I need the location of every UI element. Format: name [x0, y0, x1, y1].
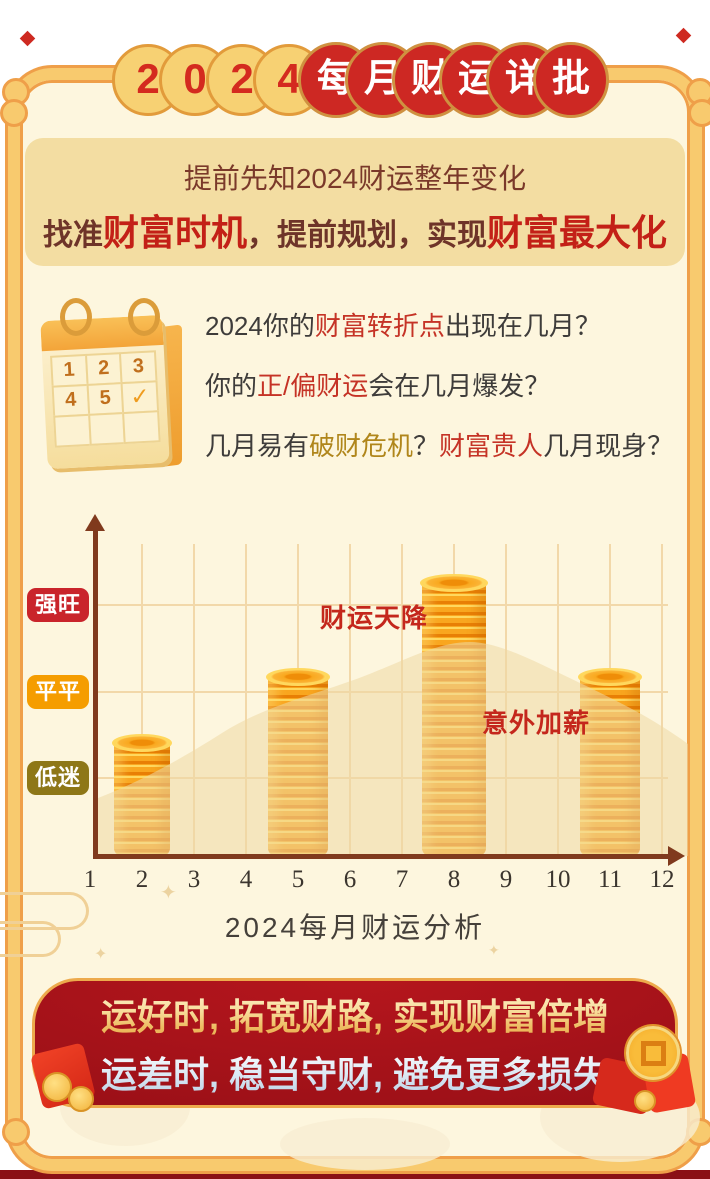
- intro-line-1: 提前先知2024财运整年变化: [183, 163, 527, 194]
- diamond-icon: [675, 27, 692, 44]
- question-segment: 财富贵人: [439, 431, 544, 461]
- x-tick-label: 8: [447, 866, 461, 893]
- x-axis-arrow-icon: [668, 846, 685, 866]
- question-segment: 破财危机: [309, 431, 414, 461]
- x-tick-label: 11: [597, 866, 623, 893]
- calendar-ring-icon: [60, 298, 92, 336]
- grid-line-vertical: [505, 544, 507, 856]
- grid-line-horizontal: [97, 604, 668, 606]
- calendar-cell: ✓: [120, 380, 160, 415]
- calendar-cell: 2: [84, 352, 123, 386]
- intro-box: 提前先知2024财运整年变化 找准财富时机，提前规划，实现财富最大化: [25, 138, 685, 266]
- corner-scallop: [688, 99, 710, 127]
- question-segment: 2024你的: [205, 311, 315, 341]
- grid-line-vertical: [661, 544, 663, 856]
- sparkle-icon: ✦: [160, 882, 177, 904]
- intro-segment: ，提前规划，实现: [247, 219, 487, 252]
- calendar-body: 1 2 3 4 5 ✓: [40, 314, 170, 470]
- coin-with-hole-icon: [626, 1026, 680, 1080]
- question-segment: ？: [413, 431, 440, 461]
- x-tick-label: 12: [649, 866, 675, 893]
- x-tick-label: 9: [499, 866, 513, 893]
- level-badge: 强旺: [27, 588, 89, 622]
- calendar-cell: 1: [50, 353, 89, 388]
- coin-bar-top: [266, 667, 330, 686]
- x-tick-label: 5: [291, 866, 305, 893]
- chart-annotation: 财运天降: [319, 603, 428, 633]
- calendar-cell: 4: [51, 383, 90, 418]
- banner-line-gold: 运好时, 拓宽财路, 实现财富倍增: [101, 988, 609, 1040]
- coin-bar: [420, 574, 488, 856]
- x-tick-label: 6: [343, 866, 357, 893]
- intro-segment: 财富最大化: [487, 212, 668, 253]
- calendar-ring-icon: [128, 298, 160, 336]
- question-line: 2024你的财富转折点出现在几月？: [205, 306, 700, 343]
- grid-line-vertical: [245, 544, 247, 856]
- level-badge: 平平: [27, 674, 89, 709]
- coin-bar-top: [578, 667, 642, 686]
- question-segment: 出现在几月？: [444, 311, 601, 341]
- coin-bar-top: [420, 574, 488, 593]
- swirl-decoration: [0, 921, 61, 957]
- x-tick-label: 1: [83, 866, 97, 893]
- x-tick-label: 10: [545, 866, 571, 893]
- sparkle-icon: ✦: [488, 942, 500, 958]
- coin-bar: [112, 734, 172, 856]
- grid-line-vertical: [193, 544, 195, 856]
- calendar-grid: 1 2 3 4 5 ✓: [50, 350, 161, 448]
- question-segment: 你的: [205, 371, 258, 401]
- chart-title: 2024每月财运分析: [224, 912, 486, 943]
- x-axis: [93, 854, 670, 859]
- gold-coin-icon: [42, 1072, 72, 1102]
- coin-bar: [266, 667, 330, 856]
- intro-line-2: 找准财富时机，提前规划，实现财富最大化: [25, 204, 685, 256]
- level-badge: 低迷: [27, 761, 89, 795]
- question-line: 几月易有破财危机？财富贵人几月现身？: [205, 426, 700, 463]
- gold-coin-icon: [634, 1090, 656, 1112]
- x-tick-label: 7: [395, 866, 409, 893]
- ingot-decoration: [280, 1118, 450, 1170]
- calendar-cell: [122, 410, 161, 445]
- calendar-cell: 5: [86, 382, 125, 416]
- question-segment: 正/偏财运: [257, 371, 369, 401]
- diamond-icon: [19, 30, 36, 47]
- sparkle-icon: ✦: [94, 946, 108, 963]
- coin-hole: [640, 1040, 666, 1066]
- y-axis: [93, 524, 98, 856]
- x-tick-label: 3: [187, 866, 201, 893]
- corner-scallop: [0, 99, 28, 127]
- question-segment: 财富转折点: [314, 311, 445, 341]
- calendar-cell: [87, 412, 127, 446]
- question-segment: 会在几月爆发？: [368, 371, 551, 401]
- corner-scallop: [2, 1118, 30, 1146]
- coin-bar-top: [112, 734, 172, 753]
- question-segment: 几月易有: [205, 431, 310, 461]
- intro-segment: 财富时机: [102, 212, 247, 253]
- bottom-red-strip: [0, 1170, 710, 1179]
- intro-segment: 找准: [42, 219, 103, 252]
- question-segment: 几月现身？: [543, 431, 674, 461]
- header-badge-char: 批: [533, 42, 609, 118]
- footer-banner: 运好时, 拓宽财路, 实现财富倍增 运差时, 稳当守财, 避免更多损失: [32, 978, 678, 1108]
- calendar-cell: 3: [119, 350, 158, 385]
- grid-line-vertical: [349, 544, 351, 856]
- calendar-icon: 1 2 3 4 5 ✓: [40, 298, 192, 476]
- banner-line-silver: 运差时, 稳当守财, 避免更多损失: [101, 1046, 609, 1098]
- chart-annotation: 意外加薪: [481, 708, 590, 738]
- question-line: 你的正/偏财运会在几月爆发？: [205, 366, 700, 403]
- x-tick-label: 4: [239, 866, 253, 893]
- x-tick-label: 2: [135, 866, 149, 893]
- grid-line-vertical: [401, 544, 403, 856]
- y-axis-arrow-icon: [85, 514, 105, 531]
- grid-line-vertical: [557, 544, 559, 856]
- calendar-cell: [53, 413, 92, 448]
- gold-coin-icon: [68, 1086, 94, 1112]
